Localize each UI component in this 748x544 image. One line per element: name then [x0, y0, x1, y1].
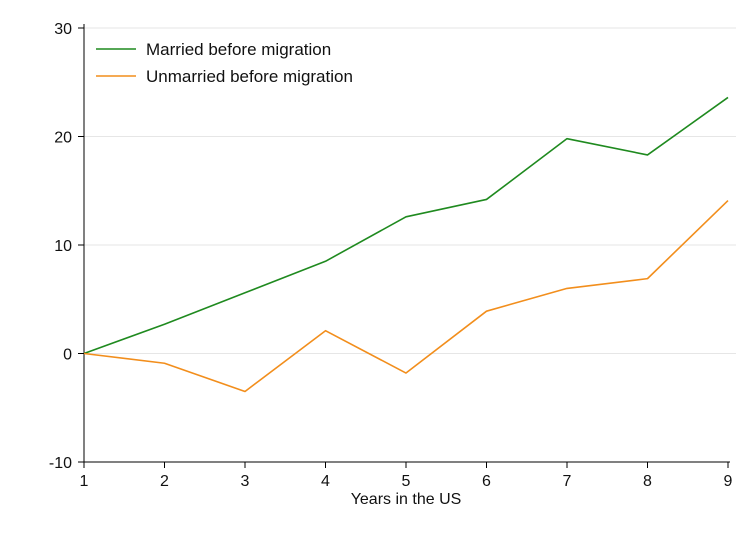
series-line-1	[83, 96, 729, 355]
legend: Married before migration Unmarried before…	[96, 40, 353, 86]
y-tick-label: 10	[54, 238, 72, 255]
x-tick-label: 3	[241, 473, 250, 490]
legend-label: Unmarried before migration	[146, 67, 353, 86]
y-tick-label: -10	[49, 455, 72, 472]
x-axis-title: Years in the US	[351, 491, 462, 508]
x-tick-label: 8	[643, 473, 652, 490]
x-tick-label: 6	[482, 473, 491, 490]
x-tick-label: 5	[402, 473, 411, 490]
x-tick-label: 7	[563, 473, 572, 490]
y-tick-label: 20	[54, 130, 72, 147]
y-axis-ticks: -10 0 10 20 30	[49, 21, 84, 472]
x-tick-label: 1	[80, 473, 89, 490]
series-lines	[83, 96, 729, 393]
x-tick-label: 9	[724, 473, 733, 490]
y-tick-label: 30	[54, 21, 72, 38]
axes	[83, 24, 730, 463]
series-line-2	[83, 199, 729, 393]
grid-lines	[84, 27, 736, 354]
x-tick-label: 2	[160, 473, 169, 490]
y-tick-label: 0	[63, 347, 72, 364]
x-axis-ticks: 1 2 3 4 5 6 7 8 9	[80, 462, 733, 490]
legend-label: Married before migration	[146, 40, 331, 59]
x-tick-label: 4	[321, 473, 330, 490]
